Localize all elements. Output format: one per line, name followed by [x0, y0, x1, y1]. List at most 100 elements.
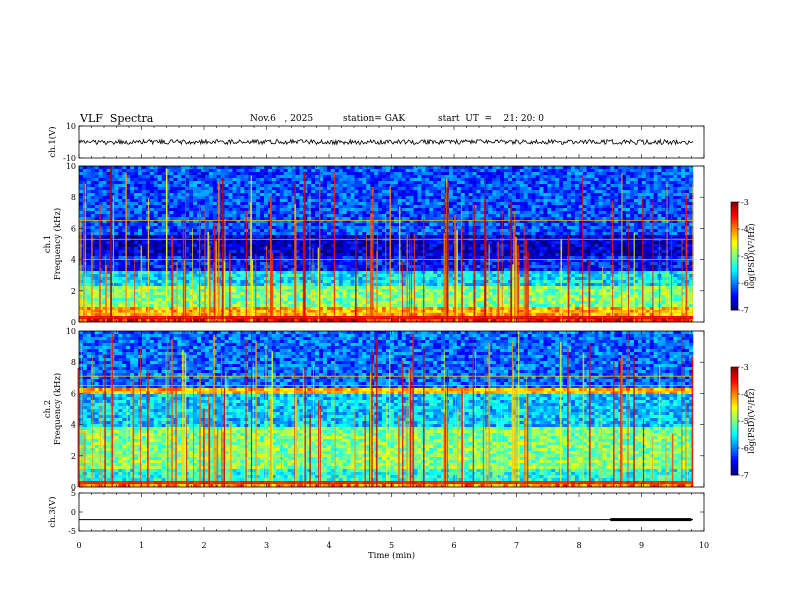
spectrogram-cell — [114, 244, 119, 248]
spectrogram-cell — [448, 313, 454, 317]
spectrogram-cell — [260, 190, 265, 194]
spectrogram-cell — [354, 175, 359, 179]
spectrogram-cell — [405, 190, 410, 194]
spectrogram-cell — [145, 193, 151, 197]
spectrogram-cell — [283, 295, 288, 299]
spectrogram-cell — [122, 193, 127, 197]
spectrogram-cell — [326, 253, 332, 257]
spectrogram-cell — [122, 277, 127, 281]
spectrogram-cell — [201, 265, 206, 269]
spectrogram-cell — [236, 283, 241, 287]
spectrogram-cell — [307, 205, 312, 209]
spectrogram-cell — [267, 175, 273, 179]
spectrogram-cell — [311, 232, 316, 236]
spectrogram-cell — [157, 193, 162, 197]
spectrogram-cell — [102, 295, 107, 299]
spectrogram-cell — [224, 247, 229, 251]
spectrogram-cell — [401, 268, 406, 272]
spectrogram-cell — [102, 226, 107, 230]
spectrogram-cell — [138, 217, 143, 221]
spectrogram-cell — [283, 313, 288, 317]
spectrogram-cell — [307, 217, 312, 221]
spectrogram-cell — [291, 214, 296, 218]
spectrogram-cell — [260, 307, 265, 311]
spectrogram-cell — [295, 301, 300, 305]
spectrogram-cell — [165, 202, 170, 206]
spectrogram-cell — [441, 244, 446, 248]
spectrogram-cell — [252, 280, 257, 284]
spectrogram-cell — [90, 211, 96, 215]
spectrogram-cell — [134, 256, 139, 260]
spectrogram-cell — [224, 253, 229, 257]
spectrogram-cell — [82, 205, 88, 209]
spectrogram-cell — [374, 247, 379, 251]
spectrogram-cell — [177, 256, 182, 260]
spectrogram-cell — [330, 298, 336, 302]
spectrogram-cell — [181, 190, 186, 194]
spectrogram-cell — [185, 214, 190, 218]
spectrogram-cell — [165, 220, 170, 224]
spectrogram-cell — [275, 307, 281, 311]
spectrogram-cell — [252, 262, 257, 266]
spectrogram-cell — [362, 199, 367, 203]
spectrogram-cell — [366, 247, 371, 251]
spectrogram-cell — [118, 178, 123, 182]
spectrogram-cell — [342, 298, 347, 302]
spectrogram-cell — [181, 217, 186, 221]
spectrogram-cell — [122, 199, 127, 203]
spectrogram-cell — [401, 289, 406, 293]
spectrogram-cell — [342, 262, 347, 266]
spectrogram-cell — [378, 211, 383, 215]
spectrogram-cell — [201, 187, 206, 191]
spectrogram-cell — [429, 310, 434, 314]
spectrogram-cell — [299, 193, 304, 197]
spectrogram-cell — [323, 280, 328, 284]
spectrogram-cell — [433, 217, 438, 221]
spectrogram-cell — [417, 289, 422, 293]
spectrogram-cell — [197, 199, 202, 203]
spectrogram-cell — [311, 184, 316, 188]
spectrogram-cell — [256, 319, 261, 323]
spectrogram-cell — [382, 202, 387, 206]
spectrogram-cell — [287, 211, 292, 215]
spectrogram-cell — [417, 301, 422, 305]
spectrogram-cell — [421, 184, 426, 188]
spectrogram-cell — [311, 274, 316, 278]
spectrogram-cell — [126, 283, 131, 287]
spectrogram-cell — [425, 178, 430, 182]
spectrogram-cell — [366, 211, 371, 215]
spectrogram-cell — [79, 178, 84, 182]
spectrogram-cell — [307, 214, 312, 218]
spectrogram-cell — [342, 244, 347, 248]
spectrogram-cell — [311, 196, 316, 200]
spectrogram-cell — [397, 178, 403, 182]
spectrogram-cell — [413, 313, 418, 317]
spectrogram-cell — [382, 268, 387, 272]
spectrogram-cell — [157, 184, 162, 188]
spectrogram-cell — [260, 250, 265, 254]
spectrogram-cell — [110, 190, 115, 194]
spectrogram-cell — [299, 220, 304, 224]
spectrogram-cell — [126, 211, 131, 215]
spectrogram-cell — [248, 181, 253, 185]
spectrogram-cell — [90, 226, 96, 230]
spectrogram-cell — [102, 274, 107, 278]
spectrogram-cell — [374, 265, 379, 269]
spectrogram-cell — [279, 268, 284, 272]
spectrogram-cell — [189, 253, 194, 257]
spectrogram-cell — [263, 196, 269, 200]
spectrogram-cell — [421, 190, 426, 194]
spectrogram-cell — [279, 259, 284, 263]
spectrogram-cell — [165, 169, 170, 173]
spectrogram-cell — [342, 292, 347, 296]
spectrogram-cell — [326, 217, 332, 221]
spectrogram-cell — [417, 196, 422, 200]
spectrogram-cell — [374, 262, 379, 266]
spectrogram-cell — [437, 184, 442, 188]
spectrogram-cell — [224, 241, 229, 245]
spectrogram-cell — [452, 202, 458, 206]
spectrogram-cell — [177, 232, 182, 236]
spectrogram-cell — [118, 295, 123, 299]
spectrogram-cell — [240, 166, 245, 170]
spectrogram-cell — [409, 226, 414, 230]
